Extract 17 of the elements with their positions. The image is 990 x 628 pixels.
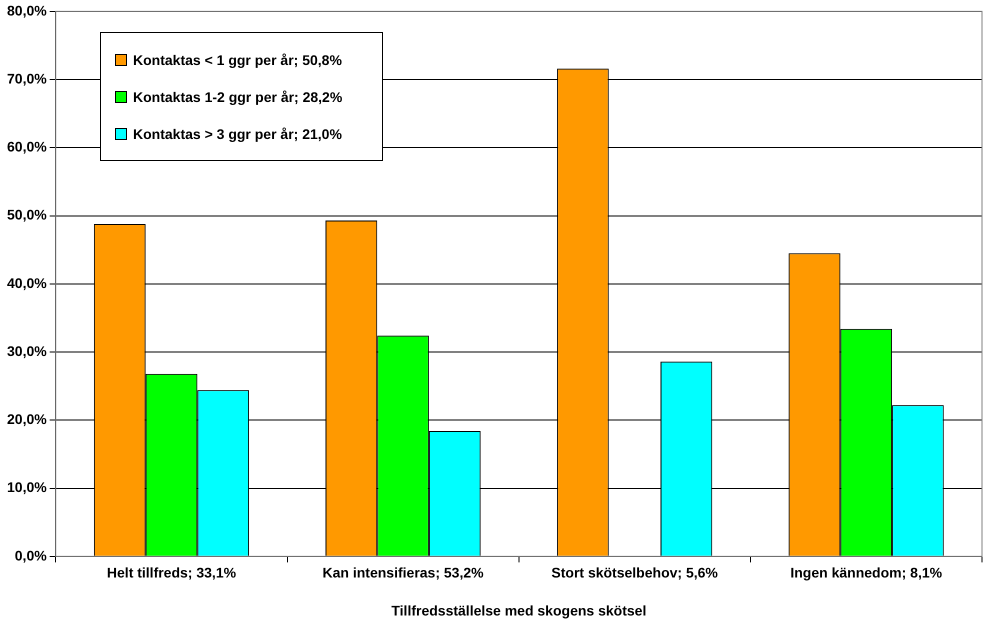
x-tick-label: Helt tillfreds; 33,1% [106,564,237,581]
y-tick-label: 40,0% [6,274,48,291]
y-tick-label: 20,0% [6,411,48,428]
x-tick-label: Kan intensifieras; 53,2% [322,564,484,581]
y-tick-label: 80,0% [6,2,48,18]
y-tick-label: 50,0% [6,206,48,223]
x-axis-title: Tillfredsställelse med skogens skötsel [391,602,646,618]
legend-label: Kontaktas 1-2 ggr per år; 28,2% [133,88,342,104]
y-tick-label: 30,0% [6,342,48,359]
legend-label: Kontaktas < 1 ggr per år; 50,8% [133,52,342,68]
x-tick-label: Stort skötselbehov; 5,6% [551,564,718,581]
y-tick-label: 0,0% [14,547,48,564]
y-tick-label: 70,0% [6,70,48,86]
y-tick-label: 60,0% [6,138,48,155]
x-tick-label: Ingen kännedom; 8,1% [790,564,943,581]
y-tick-label: 10,0% [6,479,48,496]
legend-label: Kontaktas > 3 ggr per år; 21,0% [133,126,342,142]
